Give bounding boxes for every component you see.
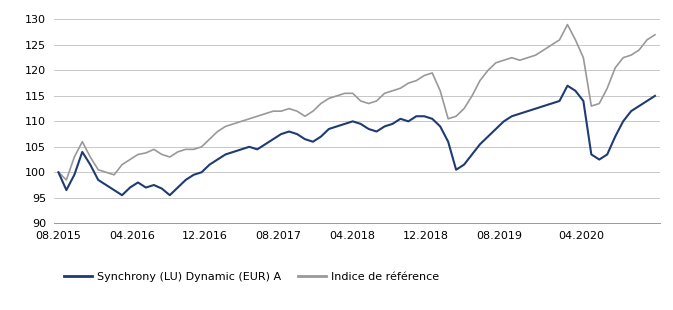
Legend: Synchrony (LU) Dynamic (EUR) A, Indice de référence: Synchrony (LU) Dynamic (EUR) A, Indice d…	[59, 267, 444, 286]
